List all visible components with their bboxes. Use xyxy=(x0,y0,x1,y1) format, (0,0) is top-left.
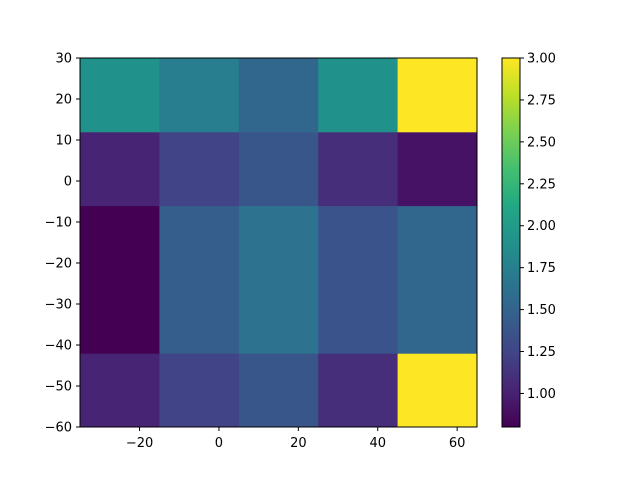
y-tick-label: −60 xyxy=(45,421,72,436)
x-tick-label: 40 xyxy=(369,436,386,451)
heatmap-cell xyxy=(318,205,399,354)
heatmap-cell xyxy=(318,58,399,133)
y-axis: 30 20 10 0 −10 −20 −30 −40 −50 −60 xyxy=(45,52,80,436)
heatmap-cell xyxy=(80,205,160,354)
y-tick-label: −40 xyxy=(45,339,72,354)
x-tick-label: 20 xyxy=(290,436,307,451)
heatmap-cell xyxy=(397,353,478,428)
heatmap-cell xyxy=(238,58,319,133)
y-tick-label: −50 xyxy=(45,380,72,395)
colorbar-tick-label: 2.75 xyxy=(527,93,556,108)
x-axis: −20 0 20 40 60 xyxy=(126,427,466,451)
colorbar xyxy=(501,57,521,428)
colorbar-tick-label: 3.00 xyxy=(527,52,556,67)
heatmap-cell xyxy=(159,58,240,133)
heatmap-cell xyxy=(238,131,319,207)
heatmap-cell xyxy=(238,205,319,354)
heatmap-cell xyxy=(80,131,160,207)
colorbar-tick-label: 1.75 xyxy=(527,261,556,276)
colorbar-tick-label: 2.50 xyxy=(527,135,556,150)
y-tick-label: 30 xyxy=(55,52,72,67)
y-tick-label: 0 xyxy=(64,175,72,190)
x-tick-label: 0 xyxy=(215,436,223,451)
heatmap-cell xyxy=(318,131,399,207)
heatmap-cell xyxy=(238,353,319,428)
heatmap-cell xyxy=(397,131,478,207)
plot-frame xyxy=(79,57,478,428)
colorbar-tick-label: 1.25 xyxy=(527,345,556,360)
heatmap-cell xyxy=(80,58,160,133)
y-tick-label: 10 xyxy=(55,134,72,149)
heatmap-cell xyxy=(159,205,240,354)
heatmap-cell xyxy=(80,353,160,428)
y-tick-label: −10 xyxy=(45,216,72,231)
heatmap-cell xyxy=(318,353,399,428)
x-tick-label: 60 xyxy=(449,436,466,451)
heatmap-cell xyxy=(159,131,240,207)
heatmap-cell xyxy=(397,58,478,133)
heatmap-cell xyxy=(159,353,240,428)
y-tick-label: −30 xyxy=(45,298,72,313)
colorbar-axis: 1.00 1.25 1.50 1.75 2.00 2.25 2.50 2.75 3.00 xyxy=(520,52,556,402)
x-tick-label: −20 xyxy=(126,436,153,451)
colorbar-tick-label: 1.50 xyxy=(527,303,556,318)
colorbar-tick-label: 2.00 xyxy=(527,219,556,234)
colorbar-tick-label: 2.25 xyxy=(527,177,556,192)
heatmap-cells xyxy=(80,58,478,428)
heatmap-cell xyxy=(397,205,478,354)
colorbar-tick-label: 1.00 xyxy=(527,387,556,402)
y-tick-label: 20 xyxy=(55,93,72,108)
y-tick-label: −20 xyxy=(45,257,72,272)
